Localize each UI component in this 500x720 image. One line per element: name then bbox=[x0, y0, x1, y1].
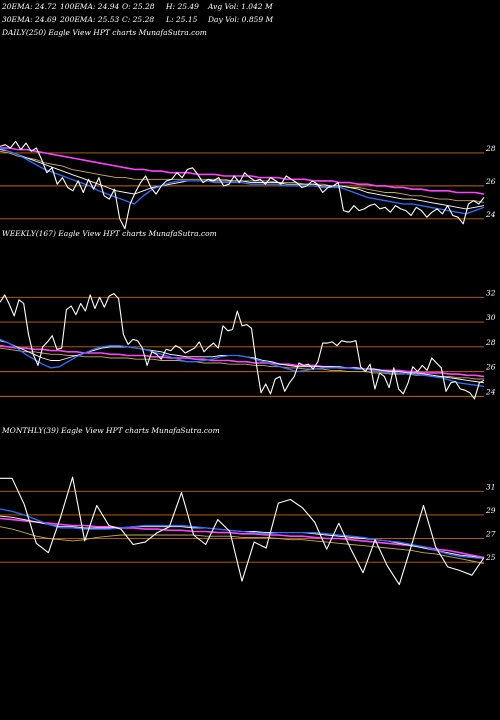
weekly-ema20-line bbox=[0, 338, 485, 388]
weekly-price-line bbox=[0, 293, 485, 400]
header-avg-vol: Avg Vol: 1.042 M bbox=[207, 2, 273, 11]
header-high: H: 25.49 bbox=[165, 2, 199, 11]
header-ema200: 200EMA: 25.53 bbox=[59, 15, 119, 24]
header-ema20: 20EMA: 24.72 bbox=[1, 2, 57, 11]
monthly-panel: MONTHLY(39) Eagle View HPT charts Munafa… bbox=[0, 426, 496, 586]
daily-y-tick-0: 28 bbox=[485, 144, 496, 153]
monthly-ema100-line bbox=[0, 526, 485, 564]
daily-ema200-line bbox=[0, 147, 485, 195]
weekly-y-tick-4: 24 bbox=[485, 387, 496, 396]
daily-panel-title: DAILY(250) Eagle View HPT charts MunafaS… bbox=[1, 28, 207, 37]
weekly-y-tick-1: 30 bbox=[486, 313, 496, 322]
daily-panel: DAILY(250) Eagle View HPT charts MunafaS… bbox=[0, 28, 496, 230]
monthly-ema20-line bbox=[0, 508, 485, 560]
weekly-y-tick-0: 32 bbox=[486, 288, 496, 297]
header-day-vol: Day Vol: 0.859 M bbox=[207, 15, 274, 24]
header-ema100: 100EMA: 24.94 bbox=[60, 2, 119, 11]
monthly-y-tick-0: 31 bbox=[486, 482, 496, 491]
daily-y-tick-1: 26 bbox=[485, 177, 496, 186]
header-open: O: 25.28 bbox=[122, 2, 155, 11]
weekly-y-tick-3: 26 bbox=[485, 363, 496, 372]
weekly-y-tick-2: 28 bbox=[485, 338, 496, 347]
daily-price-line bbox=[0, 140, 485, 230]
daily-ema30-line bbox=[0, 149, 485, 210]
daily-y-tick-2: 24 bbox=[485, 210, 496, 219]
monthly-ema200-line bbox=[0, 517, 485, 559]
weekly-ema200-line bbox=[0, 344, 485, 378]
daily-ema20-line bbox=[0, 147, 485, 215]
monthly-y-tick-1: 29 bbox=[485, 506, 496, 515]
header-low: L: 25.15 bbox=[165, 15, 198, 24]
indicator-header: 20EMA: 24.72 100EMA: 24.94 O: 25.28 H: 2… bbox=[1, 2, 274, 24]
monthly-y-tick-2: 27 bbox=[485, 530, 496, 539]
monthly-panel-title: MONTHLY(39) Eagle View HPT charts Munafa… bbox=[1, 426, 220, 435]
monthly-y-tick-3: 25 bbox=[485, 553, 496, 562]
weekly-panel-title: WEEKLY(167) Eagle View HPT charts Munafa… bbox=[2, 229, 217, 238]
monthly-price-line bbox=[0, 476, 485, 586]
weekly-panel: WEEKLY(167) Eagle View HPT charts Munafa… bbox=[0, 229, 496, 400]
header-ema30: 30EMA: 24.69 bbox=[2, 15, 57, 24]
header-close: C: 25.28 bbox=[122, 15, 154, 24]
